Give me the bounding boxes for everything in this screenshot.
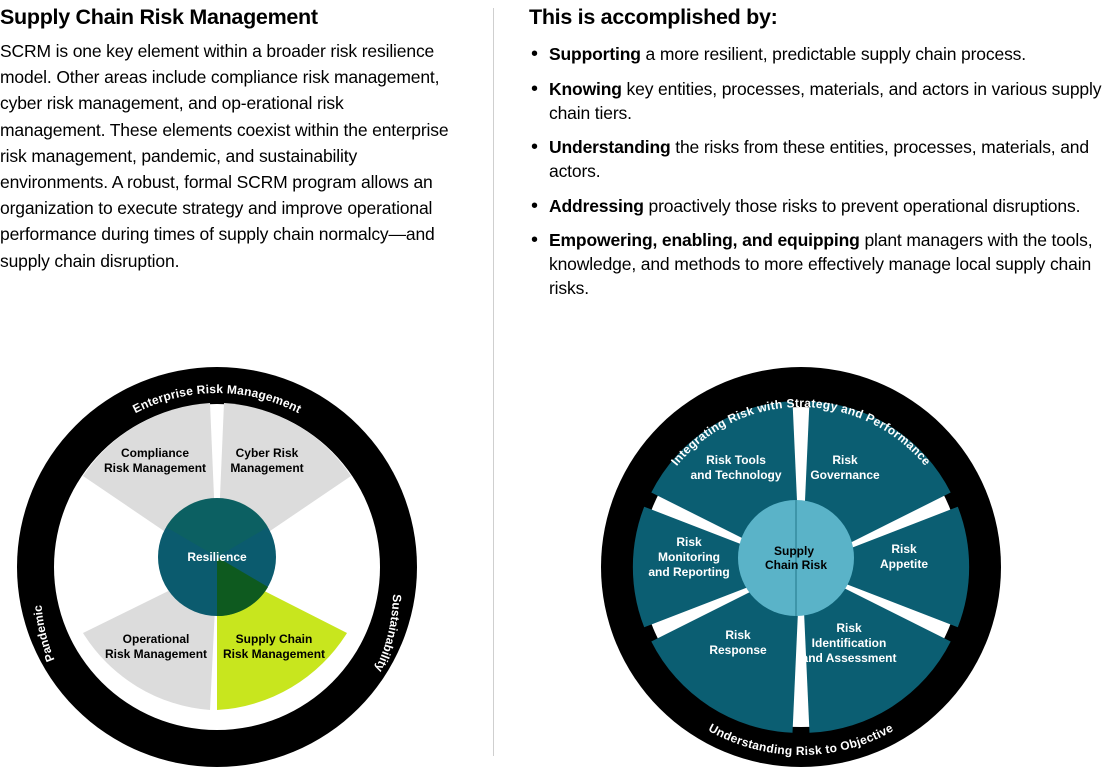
right-title: This is accomplished by: (529, 5, 778, 29)
segment-risk-appetite (802, 506, 970, 628)
list-item: Addressing proactively those risks to pr… (529, 194, 1104, 218)
resilience-label: Resilience (187, 550, 247, 564)
bullet-bold: Understanding (549, 137, 671, 157)
left-column: Supply Chain Risk Management SCRM is one… (0, 2, 450, 274)
bullet-bold: Supporting (549, 44, 641, 64)
resilience-overlap-cyber (217, 497, 268, 557)
risk-monitoring-label-2: Monitoring (658, 550, 720, 564)
bullet-bold: Empowering, enabling, and equipping (549, 230, 860, 250)
segment-risk-response (651, 567, 800, 733)
risk-appetite-label-1: Risk (891, 542, 917, 556)
center-label-2: Chain Risk (765, 558, 827, 572)
column-divider (493, 8, 494, 756)
list-item: Supporting a more resilient, predictable… (529, 42, 1104, 66)
segment-risk-identification (802, 567, 951, 733)
risk-identification-label-2: Identification (812, 636, 887, 650)
left-paragraph: SCRM is one key element within a broader… (0, 41, 449, 271)
bullet-bold: Knowing (549, 78, 622, 99)
center-label-1: Supply (774, 544, 814, 558)
supply-chain-label-2: Risk Management (223, 647, 325, 661)
risk-tools-label-1: Risk Tools (706, 453, 766, 467)
compliance-label-2: Risk Management (104, 461, 206, 475)
left-title: Supply Chain Risk Management (0, 5, 318, 29)
segment-risk-monitoring (632, 506, 800, 628)
resilience-overlap-supply (217, 557, 268, 617)
bullet-text: key entities, processes, materials, and … (549, 78, 1102, 123)
risk-governance-label-2: Governance (810, 468, 880, 482)
compliance-label-1: Compliance (121, 446, 189, 460)
risk-governance-label-1: Risk (832, 453, 858, 467)
risk-monitoring-label-1: Risk (676, 535, 702, 549)
risk-monitoring-label-3: and Reporting (648, 565, 729, 579)
risk-tools-label-2: and Technology (690, 468, 781, 482)
risk-response-label-2: Response (709, 643, 767, 657)
supply-chain-label-1: Supply Chain (236, 632, 313, 646)
supply-chain-risk-diagram: Integrating Risk with Strategy and Perfo… (601, 367, 1001, 767)
operational-label-1: Operational (123, 632, 190, 646)
risk-identification-label-1: Risk (836, 621, 862, 635)
bullet-text: a more resilient, predictable supply cha… (640, 44, 1027, 64)
bullet-text: the risks from these entities, processes… (549, 137, 1089, 181)
operational-label-2: Risk Management (105, 647, 207, 661)
cyber-label-2: Management (230, 461, 303, 475)
list-item: Knowing key entities, processes, materia… (529, 77, 1104, 125)
resilience-diagram: Enterprise Risk Management Pandemic Sust… (17, 367, 417, 767)
risk-appetite-label-2: Appetite (880, 557, 928, 571)
bullet-list: Supporting a more resilient, predictable… (529, 42, 1104, 300)
right-column: This is accomplished by: Supporting a mo… (529, 2, 1104, 311)
risk-identification-label-3: and Assessment (802, 651, 897, 665)
bullet-text: proactively those risks to prevent opera… (643, 195, 1081, 216)
cyber-label-1: Cyber Risk (236, 446, 299, 460)
risk-response-label-1: Risk (725, 628, 751, 642)
bullet-text: plant managers with the tools, knowledge… (549, 230, 1093, 298)
list-item: Empowering, enabling, and equipping plan… (529, 228, 1104, 300)
center-halo (738, 500, 854, 616)
bullet-bold: Addressing (549, 195, 644, 216)
resilience-overlap-compliance (166, 497, 217, 557)
list-item: Understanding the risks from these entit… (529, 135, 1104, 183)
